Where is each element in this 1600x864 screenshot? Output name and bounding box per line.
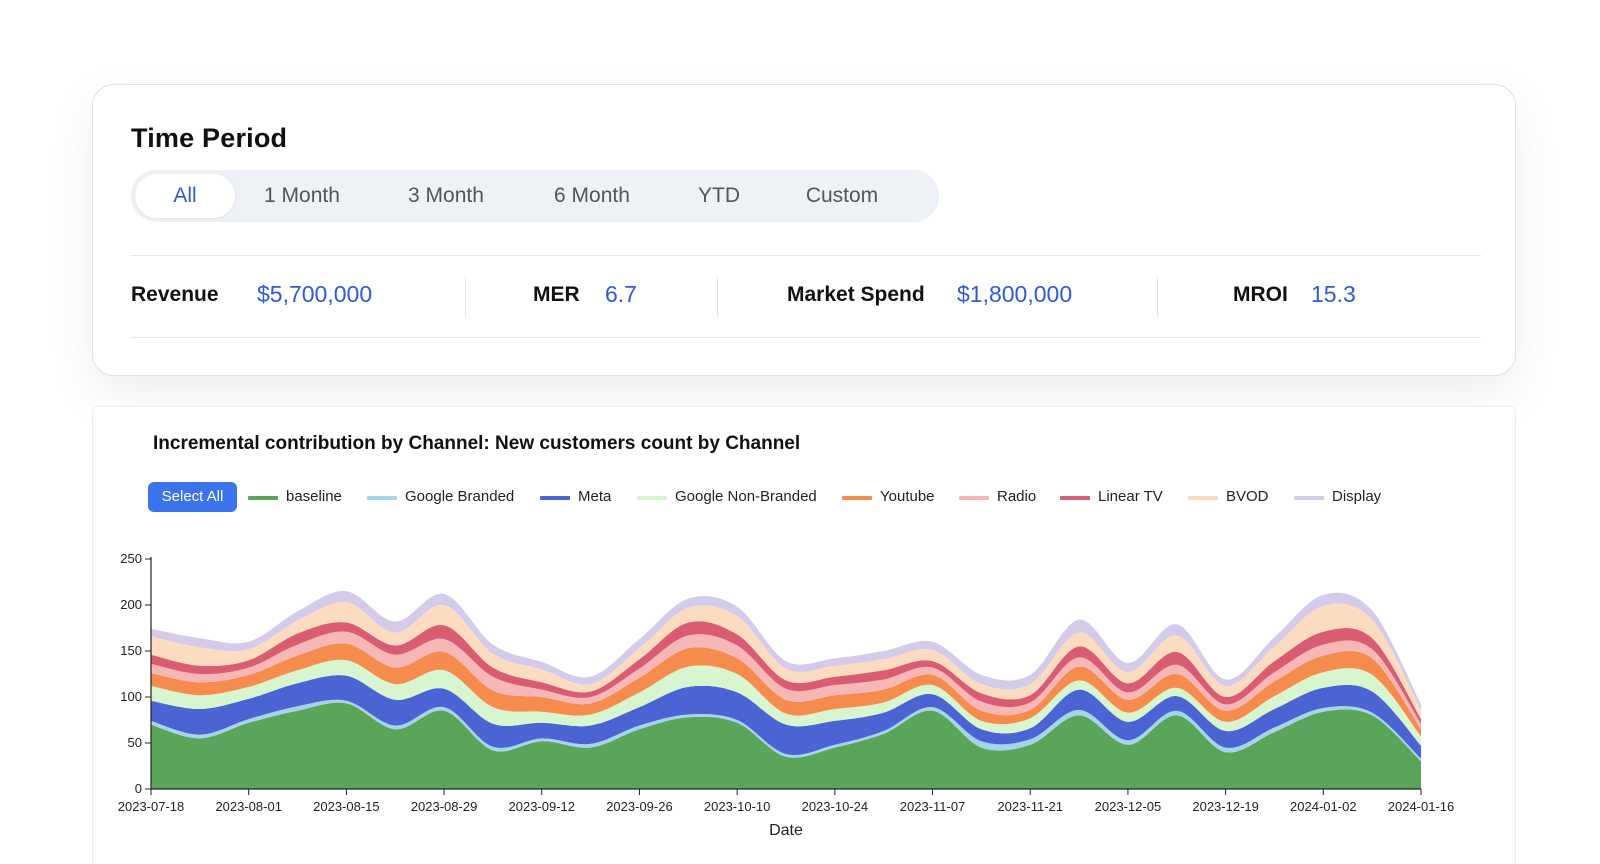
x-tick-label: 2023-12-05 [1095,799,1162,814]
tab-all[interactable]: All [135,174,235,218]
market-spend-value: $1,800,000 [957,281,1073,307]
x-axis-title: Date [769,822,803,839]
series-area-meta [151,675,1421,759]
mroi-label: MROI [1233,283,1288,306]
legend-label: Display [1332,488,1382,505]
metric-divider [1157,277,1158,317]
series-area-linear-tv [151,621,1421,724]
tab-6-month[interactable]: 6 Month [554,184,630,207]
x-tick-label: 2023-10-10 [704,799,771,814]
metrics-bottom-divider [131,337,1481,338]
tab-ytd[interactable]: YTD [698,184,740,207]
legend-swatch [1060,496,1090,500]
time-period-title: Time Period [131,123,288,153]
time-period-tabs: All 1 Month 3 Month 6 Month YTD Custom [131,170,939,222]
tab-1-month[interactable]: 1 Month [264,184,340,207]
x-tick-label: 2023-11-07 [900,799,966,814]
x-tick-label: 2024-01-02 [1290,799,1357,814]
x-tick-label: 2023-12-19 [1192,799,1259,814]
chart-title: Incremental contribution by Channel: New… [153,433,801,454]
legend-swatch [637,496,667,500]
series-area-bvod [151,601,1421,720]
revenue-value: $5,700,000 [257,281,373,307]
x-tick-label: 2023-10-24 [802,799,869,814]
legend-swatch [842,496,872,500]
x-tick-label: 2023-08-15 [313,799,380,814]
market-spend-label: Market Spend [787,283,925,306]
series-area-baseline [151,702,1421,789]
metrics-top-divider [131,255,1481,256]
legend-label: Google Branded [405,488,515,505]
revenue-label: Revenue [131,283,219,306]
y-tick-label: 150 [120,643,142,658]
mer-label: MER [533,283,580,306]
legend-swatch [367,496,397,500]
metric-divider [465,277,466,317]
legend-label: Youtube [880,488,935,505]
stacked-area-chart: 0 50 100 150 200 250 2023-07-18 2023-08-01 2023-… [118,551,1455,839]
y-tick-label: 200 [120,597,142,612]
legend-swatch [959,496,989,500]
x-tick-label: 2023-08-29 [411,799,478,814]
legend-label: baseline [286,488,342,505]
legend-swatch [1188,496,1218,500]
x-tick-label: 2023-09-12 [509,799,576,814]
mer-value: 6.7 [605,281,637,307]
x-tick-label: 2023-07-18 [118,799,185,814]
x-tick-label: 2023-11-21 [997,799,1063,814]
tab-custom[interactable]: Custom [805,184,879,207]
mroi-value: 15.3 [1311,281,1356,307]
select-all-button[interactable]: Select All [148,482,237,512]
x-tick-label: 2023-08-01 [215,799,282,814]
legend-label: Radio [997,488,1037,505]
y-tick-label: 250 [120,551,142,566]
legend-swatch [248,496,278,500]
y-tick-label: 100 [120,689,142,704]
legend-swatch [540,496,570,500]
y-tick-label: 0 [135,781,142,796]
time-period-card: Time Period All 1 Month 3 Month 6 Month … [92,84,1516,376]
legend-label: Linear TV [1098,488,1163,505]
y-tick-label: 50 [128,735,142,750]
x-tick-label: 2024-01-16 [1388,799,1455,814]
legend-swatch [1294,496,1324,500]
chart-card: Incremental contribution by Channel: New… [92,406,1516,864]
legend-label: Meta [578,488,612,505]
x-tick-label: 2023-09-26 [606,799,673,814]
tab-3-month[interactable]: 3 Month [408,184,484,207]
legend-label: Google Non-Branded [675,488,817,505]
metric-divider [717,277,718,317]
series-area-display [151,591,1421,710]
legend-label: BVOD [1226,488,1269,505]
